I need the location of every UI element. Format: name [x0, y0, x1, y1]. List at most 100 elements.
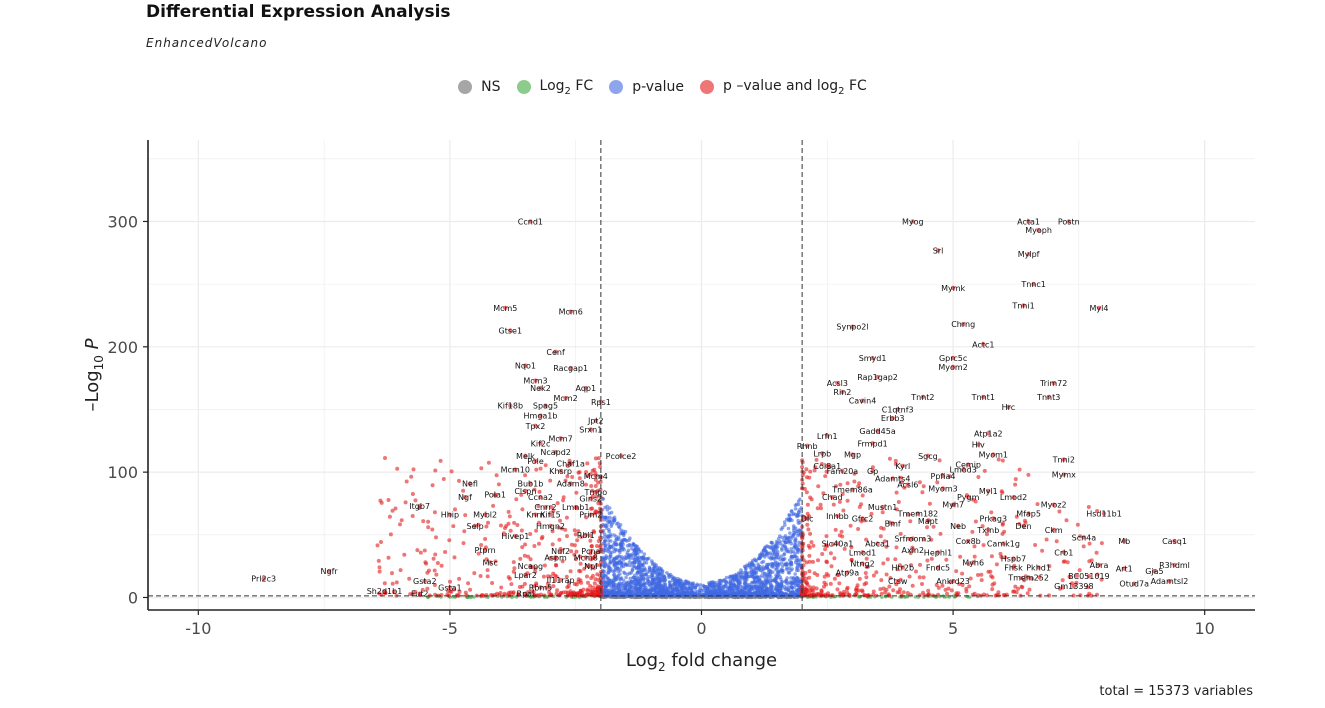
gene-label: Myoph	[1025, 226, 1052, 235]
point-pfc	[1051, 527, 1056, 532]
point-pfc	[528, 532, 533, 536]
point-pfc	[498, 591, 503, 595]
point-p	[793, 507, 798, 511]
point-pfc	[937, 458, 942, 463]
gene-label: Rbm5	[529, 583, 553, 592]
point-pfc	[850, 324, 855, 329]
gene-label: Abca1	[865, 540, 890, 549]
point-pfc	[917, 575, 922, 580]
point-pfc	[547, 590, 552, 595]
point-p	[718, 588, 723, 592]
point-pfc	[1035, 502, 1040, 507]
point-p	[754, 581, 758, 586]
point-pfc	[870, 441, 875, 446]
point-pfc	[874, 570, 879, 575]
gene-label: Lmod1	[849, 548, 876, 557]
point-pfc	[598, 543, 603, 548]
point-p	[621, 588, 626, 592]
point-pfc	[860, 398, 865, 403]
chart-legend: NS Log2 FC p-value p –value and log2 FC	[0, 78, 1325, 97]
point-p	[609, 539, 613, 543]
point-pfc	[818, 502, 823, 507]
point-p	[615, 522, 619, 526]
point-pfc	[1074, 580, 1079, 585]
point-pfc	[871, 573, 876, 578]
point-pfc	[387, 514, 392, 519]
point-pfc	[808, 585, 813, 590]
point-pfc	[564, 574, 569, 579]
point-pfc	[893, 557, 898, 562]
point-pfc	[816, 558, 820, 563]
point-pfc	[1047, 593, 1052, 598]
point-pfc	[929, 537, 934, 542]
point-pfc	[585, 587, 590, 592]
point-pfc	[887, 584, 892, 589]
point-p	[632, 548, 637, 553]
point-pfc	[835, 541, 840, 546]
point-pfc	[832, 556, 837, 561]
point-pfc	[496, 482, 501, 487]
point-pfc	[994, 562, 999, 567]
point-fc	[472, 595, 476, 599]
point-pfc	[981, 394, 986, 400]
point-pfc	[589, 506, 593, 511]
point-pfc	[857, 481, 862, 486]
point-pfc	[591, 566, 596, 571]
point-pfc	[598, 399, 604, 405]
gene-label: Prim2	[579, 511, 602, 520]
point-pfc	[804, 467, 809, 472]
point-p	[737, 592, 742, 596]
point-pfc	[860, 561, 865, 566]
point-p	[749, 571, 754, 575]
point-pfc	[457, 589, 462, 594]
point-pfc	[804, 560, 809, 565]
gene-label: Hmgn2	[536, 522, 565, 531]
point-pfc	[918, 562, 922, 567]
point-pfc	[973, 519, 978, 524]
point-pfc	[378, 498, 383, 503]
gene-label: Actc1	[972, 340, 994, 349]
point-p	[650, 593, 655, 598]
point-p	[785, 549, 790, 554]
point-pfc	[899, 475, 903, 480]
point-p	[709, 587, 714, 592]
gene-label: Ctsw	[888, 577, 908, 586]
point-pfc	[927, 501, 932, 506]
point-pfc	[598, 573, 603, 578]
point-p	[765, 550, 769, 555]
point-pfc	[1099, 541, 1104, 546]
point-p	[659, 572, 664, 577]
point-pfc	[478, 574, 483, 578]
point-pfc	[1027, 587, 1032, 592]
point-pfc	[849, 558, 854, 562]
gene-label: Kif18b	[498, 402, 524, 411]
point-p	[768, 593, 773, 598]
gene-label: Aqp1	[576, 384, 597, 393]
point-p	[795, 593, 799, 597]
point-pfc	[950, 355, 956, 361]
point-pfc	[1089, 593, 1094, 598]
gene-label: Rpal	[517, 590, 535, 599]
point-pfc	[422, 548, 427, 553]
y-tick-label: 100	[107, 463, 138, 482]
gene-label: Tmpo	[583, 488, 607, 497]
point-p	[740, 575, 745, 580]
legend-label-fc: Log2 FC	[539, 78, 594, 97]
point-pfc	[900, 565, 905, 570]
gene-label: Srxn1	[579, 426, 602, 435]
point-pfc	[908, 519, 913, 524]
point-p	[612, 575, 617, 580]
gene-label: Abra	[1090, 561, 1109, 570]
point-pfc	[485, 568, 490, 573]
point-pfc	[598, 529, 603, 534]
point-p	[785, 567, 789, 572]
point-pfc	[568, 365, 573, 371]
point-pfc	[538, 441, 543, 446]
point-pfc	[554, 591, 559, 596]
gene-label: Mapt	[918, 517, 938, 526]
point-pfc	[589, 557, 594, 562]
point-pfc	[511, 560, 516, 565]
point-pfc	[544, 585, 549, 590]
